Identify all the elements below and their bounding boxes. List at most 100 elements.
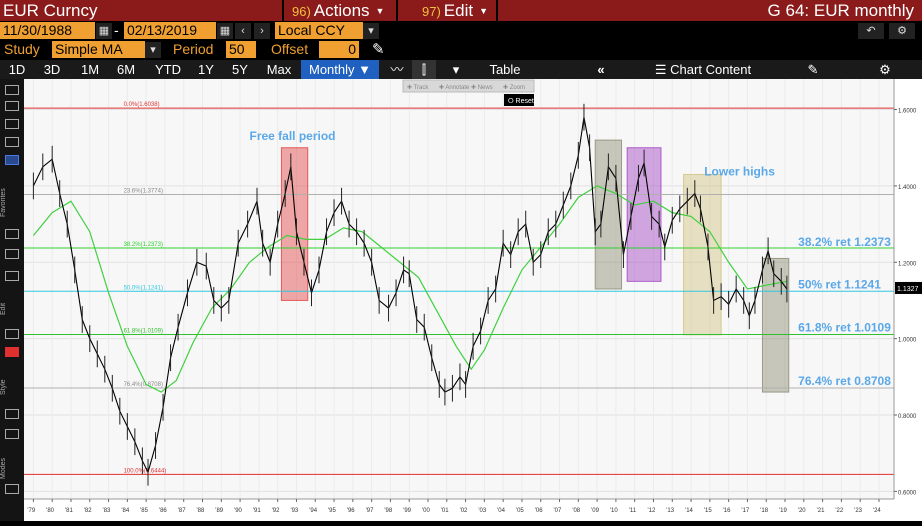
x-tick-label: '87: [178, 508, 186, 514]
frequency-select[interactable]: Monthly ▼: [301, 60, 379, 79]
trend-line-icon[interactable]: [5, 119, 19, 129]
fib-label: 61.8%(1.0109): [124, 328, 163, 334]
study-select[interactable]: Simple MA: [52, 41, 145, 58]
mode-icon[interactable]: [5, 484, 19, 494]
x-tick-label: '80: [46, 508, 54, 514]
edit-icon[interactable]: ✎: [807, 62, 819, 77]
title-section: G 64: EUR monthly: [498, 0, 922, 21]
arrow-right-icon[interactable]: ›: [254, 23, 270, 39]
range-1m[interactable]: 1M: [80, 62, 100, 77]
fib-label: 23.6%(1.3774): [124, 189, 163, 195]
chevron-down-icon: ▼: [358, 62, 372, 77]
x-tick-label: '91: [253, 508, 261, 514]
modes-label: Modes: [0, 457, 7, 479]
fib-label: 50.0%(1.1241): [124, 285, 163, 291]
link-icon[interactable]: [5, 429, 19, 439]
x-tick-label: '88: [197, 508, 205, 514]
pencil-icon[interactable]: ✎: [372, 41, 385, 58]
eraser-icon[interactable]: [5, 409, 19, 419]
reset-button: [504, 94, 534, 106]
lower-highs-annotation: Lower highs: [704, 165, 775, 179]
offset-label: Offset: [271, 41, 309, 57]
table-button[interactable]: Table: [489, 62, 521, 77]
fib-label: 38.2%(1.2373): [124, 242, 163, 248]
offset-input[interactable]: 0: [319, 41, 359, 58]
x-tick-label: '14: [685, 508, 693, 514]
annotate-item: ✚ Annotate: [439, 84, 470, 91]
annotate-item: ✚ Zoom: [503, 84, 525, 91]
line-tool-icon[interactable]: [5, 229, 19, 239]
style-label: Style: [0, 379, 7, 395]
collapse-icon[interactable]: «: [597, 62, 605, 77]
security-field[interactable]: EUR Curncy: [0, 0, 282, 21]
free-fall-box: [280, 147, 309, 301]
settings-icon[interactable]: ⚙: [879, 62, 891, 77]
calendar-icon[interactable]: ▦: [217, 23, 233, 39]
x-tick-label: '96: [347, 508, 355, 514]
study-label: Study: [4, 41, 40, 57]
actions-number: 96): [292, 4, 311, 19]
x-tick-label: '13: [666, 508, 674, 514]
move-icon[interactable]: [5, 271, 19, 281]
reset-label: ⭘ Reset: [508, 98, 534, 105]
start-date-input[interactable]: 11/30/1988: [0, 22, 95, 39]
frequency-label: Monthly: [308, 62, 355, 77]
highlight-icon[interactable]: [5, 155, 19, 165]
x-tick-label: '02: [460, 508, 468, 514]
currency-select[interactable]: Local CCY: [275, 22, 363, 39]
chart-content-button[interactable]: ☰ Chart Content: [642, 60, 764, 79]
actions-menu[interactable]: 96) Actions ▼: [284, 0, 396, 21]
range-toolbar: 1D 3D 1M 6M YTD 1Y 5Y Max Monthly ▼ 〰 ⫿ …: [0, 60, 922, 79]
x-tick-label: '22: [835, 508, 843, 514]
range-5y[interactable]: 5Y: [232, 62, 248, 77]
text-icon[interactable]: [5, 329, 19, 339]
fibonacci-icon[interactable]: [5, 137, 19, 147]
range-ytd[interactable]: YTD: [155, 62, 181, 77]
period-input[interactable]: 50: [226, 41, 256, 58]
range-max[interactable]: Max: [266, 62, 292, 77]
x-tick-label: '94: [309, 508, 317, 514]
crosshair-icon[interactable]: [5, 101, 19, 111]
chevron-down-icon[interactable]: ▾: [452, 62, 460, 77]
fib-label: 0.0%(1.6038): [124, 102, 160, 108]
chart-canvas[interactable]: 0.0%(1.6038) 23.6%(1.3774) 38.2%(1.2373) 50…: [24, 79, 922, 521]
channel-icon[interactable]: [5, 249, 19, 259]
x-tick-label: '11: [629, 508, 637, 514]
free-fall-annotation: Free fall period: [249, 129, 335, 143]
ret-382-annotation: 38.2% ret 1.2373: [798, 235, 891, 249]
edit-label: Edit: [443, 1, 474, 20]
cursor-icon[interactable]: [5, 85, 19, 95]
x-tick-label: '09: [591, 508, 599, 514]
price-chart[interactable]: 0.0%(1.6038) 23.6%(1.3774) 38.2%(1.2373) 50…: [24, 79, 922, 521]
end-date-input[interactable]: 02/13/2019: [124, 22, 216, 39]
study-toolbar: Study Simple MA ▾ Period 50 Offset 0 ✎: [0, 40, 922, 60]
calendar-icon[interactable]: ▦: [96, 23, 112, 39]
actions-label: Actions: [313, 1, 370, 20]
chevron-down-icon[interactable]: ▾: [145, 42, 161, 58]
range-3d[interactable]: 3D: [43, 62, 61, 77]
x-tick-label: '81: [65, 508, 73, 514]
x-tick-label: '86: [159, 508, 167, 514]
tools-sidebar: Favorites Edit Style Modes: [0, 79, 24, 521]
line-chart-icon[interactable]: 〰: [390, 62, 404, 77]
undo-icon[interactable]: ↶: [858, 23, 884, 39]
bar-chart-icon[interactable]: ⫿: [412, 60, 436, 79]
x-tick-label: '84: [121, 508, 129, 514]
x-tick-label: '20: [798, 508, 806, 514]
fib-label: 100.0%(0.6444): [124, 468, 167, 474]
range-1d[interactable]: 1D: [8, 62, 26, 77]
color-swatch-icon[interactable]: [5, 347, 19, 357]
range-6m[interactable]: 6M: [116, 62, 136, 77]
x-tick-label: '97: [366, 508, 374, 514]
annotate-item: ✚ Track: [407, 84, 429, 91]
edit-menu[interactable]: 97) Edit ▼: [398, 0, 496, 21]
y-tick-label: 1.6000: [898, 109, 917, 115]
x-tick-label: '07: [554, 508, 562, 514]
arrow-left-icon[interactable]: ‹: [235, 23, 251, 39]
range-1y[interactable]: 1Y: [198, 62, 214, 77]
settings-icon[interactable]: ⚙: [889, 23, 915, 39]
chevron-down-icon: ▼: [479, 6, 489, 17]
chevron-down-icon[interactable]: ▾: [363, 23, 379, 39]
x-tick-label: '79: [27, 508, 35, 514]
x-tick-label: '15: [704, 508, 712, 514]
